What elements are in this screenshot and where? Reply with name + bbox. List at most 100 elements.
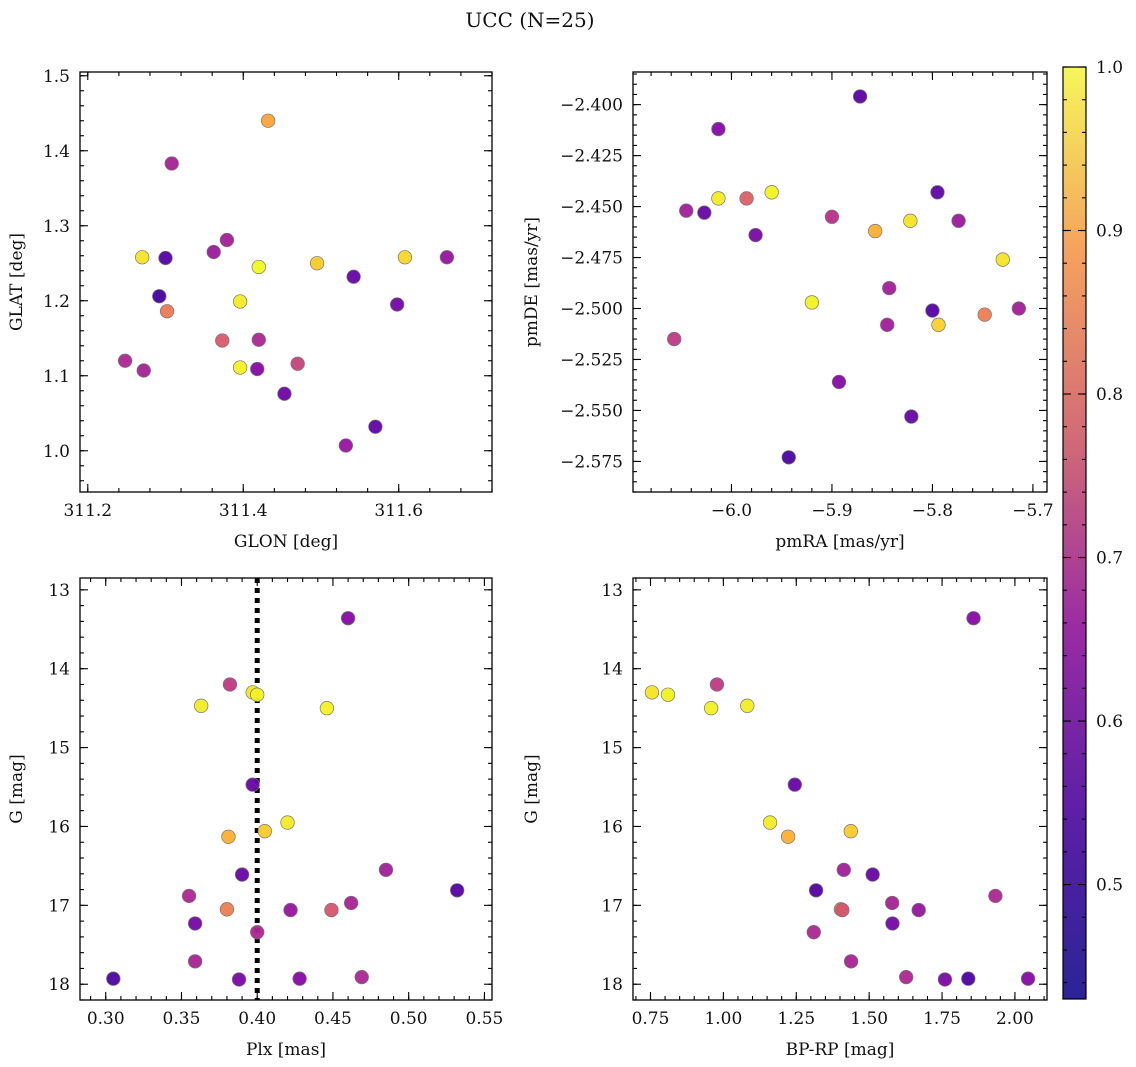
panel-1: 311.2 311.4 311.6 1.0 1.1 1.2 1.3 1.4 1.5 GLON [d… [7, 67, 493, 552]
x-axis-label: Plx [mas] [246, 1040, 326, 1060]
data-point [748, 227, 763, 243]
data-point [135, 250, 150, 265]
data-point [977, 307, 992, 322]
x-tick-label: 0.35 [163, 1009, 201, 1029]
data-point [1020, 971, 1036, 986]
data-point [764, 185, 779, 200]
y-tick-label: 1.4 [43, 142, 70, 162]
y-tick-label: 15 [48, 739, 70, 759]
x-tick-label: 1.25 [777, 1009, 815, 1029]
data-point [152, 289, 167, 304]
y-tick-label: 17 [48, 896, 70, 916]
data-point [338, 438, 354, 453]
data-point [824, 209, 840, 224]
y-tick-label: −2.500 [560, 300, 623, 320]
data-point [885, 895, 900, 911]
data-point [667, 331, 682, 347]
axes-frame [632, 71, 1048, 493]
data-point [194, 698, 209, 713]
data-point [343, 895, 359, 911]
data-point [250, 687, 265, 702]
data-point [158, 250, 173, 266]
y-tick-label: 16 [601, 817, 623, 837]
data-point [234, 867, 250, 882]
y-tick-label: −2.575 [560, 452, 623, 472]
data-point [806, 925, 821, 940]
data-point [187, 954, 203, 969]
x-axis-label: GLON [deg] [234, 532, 338, 552]
data-point [836, 862, 851, 878]
data-point [232, 294, 248, 309]
data-point [277, 386, 292, 401]
y-tick-label: 14 [601, 660, 623, 680]
data-point [250, 925, 265, 940]
y-tick-label: 17 [601, 896, 623, 916]
data-point [925, 303, 940, 318]
data-point [354, 969, 369, 985]
data-point [644, 685, 660, 700]
data-point [290, 356, 305, 371]
y-tick-label: −2.550 [560, 401, 623, 421]
data-point [911, 902, 926, 918]
data-point [1011, 301, 1027, 316]
data-point [219, 232, 235, 248]
data-point [882, 280, 897, 296]
data-point [843, 954, 859, 969]
axes-frame [79, 577, 493, 1001]
data-point [931, 317, 946, 332]
y-tick-label: 18 [601, 975, 623, 995]
data-point [257, 824, 272, 839]
data-point [346, 269, 361, 284]
y-axis-label: G [mag] [7, 754, 27, 823]
x-axis-label: pmRA [mas/yr] [775, 532, 904, 552]
data-point [378, 862, 394, 878]
data-point [250, 361, 265, 377]
axes-frame [79, 71, 493, 493]
x-tick-label: 311.2 [63, 501, 112, 521]
data-point [880, 317, 895, 332]
panel-2: −6.0 −5.9 −5.8 −5.7 −2.400 −2.425 −2.450 −2.475… [522, 71, 1054, 552]
x-tick-label: −5.8 [912, 501, 953, 521]
panels: 311.2 311.4 311.6 1.0 1.1 1.2 1.3 1.4 1.5 GLON [d… [7, 67, 1054, 1060]
x-tick-label: −6.0 [711, 501, 752, 521]
data-point [309, 256, 325, 271]
colorbar: 0.5 0.6 0.7 0.8 0.9 1.0 [1062, 58, 1123, 1000]
data-point [319, 700, 335, 716]
data-point [709, 677, 725, 692]
data-point [703, 700, 719, 716]
colorbar-tick-label: 0.9 [1096, 222, 1123, 242]
data-point [283, 902, 298, 918]
data-point [787, 777, 802, 792]
data-point [232, 360, 248, 375]
data-point [251, 332, 266, 347]
data-point [117, 353, 133, 368]
axes-frame [632, 577, 1048, 1001]
data-point [292, 971, 307, 986]
data-point [181, 888, 197, 904]
x-tick-label: 0.50 [390, 1009, 428, 1029]
data-point [397, 250, 413, 265]
panel-4: 0.75 1.00 1.25 1.50 1.75 2.00 13 14 15 16 17 18 BP-R… [522, 577, 1048, 1060]
data-point [831, 374, 847, 390]
data-point [903, 213, 918, 228]
data-point [159, 304, 175, 319]
y-tick-label: 18 [48, 975, 70, 995]
data-point [966, 611, 981, 626]
data-point [280, 815, 295, 830]
x-tick-label: 1.50 [850, 1009, 888, 1029]
data-point [450, 883, 465, 898]
x-tick-label: 2.00 [996, 1009, 1034, 1029]
x-tick-label: 0.45 [314, 1009, 352, 1029]
data-point [206, 244, 221, 260]
data-point [439, 250, 455, 265]
y-tick-label: −2.475 [560, 249, 623, 269]
y-tick-label: 1.5 [43, 67, 70, 87]
y-tick-label: −2.525 [560, 350, 623, 370]
data-point [106, 971, 121, 986]
data-point [231, 972, 247, 987]
y-tick-label: 13 [601, 581, 623, 601]
data-point [711, 121, 726, 137]
data-point [843, 824, 858, 839]
figure-title: UCC (N=25) [465, 8, 594, 32]
